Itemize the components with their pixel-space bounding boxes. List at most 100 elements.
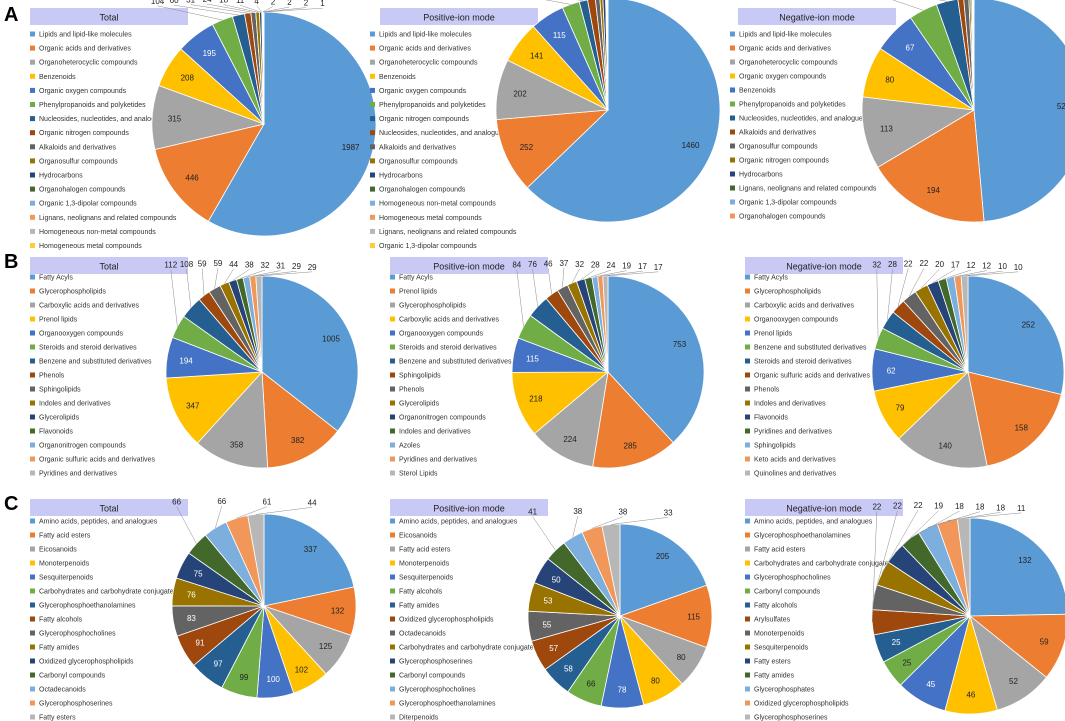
- leader-line: [897, 268, 909, 307]
- slice-label: 60: [170, 0, 179, 5]
- legend-swatch: [30, 672, 35, 678]
- pie-chart-4: Total Fatty Acyls Glycerophospholipids Carb…: [30, 257, 359, 478]
- legend-entry: Lignans, neolignans and related compound…: [739, 186, 877, 193]
- slice-label: 38: [618, 508, 627, 517]
- slice-label: 218: [529, 394, 543, 403]
- chart-title-box: [738, 8, 896, 25]
- slice-label: 24: [203, 0, 212, 4]
- pie-slice: [495, 109, 610, 189]
- pie-slice: [967, 371, 1062, 467]
- pie-slice: [968, 0, 975, 111]
- slice-label: 194: [179, 356, 193, 365]
- legend-entry: Nucleosides, nucleotides, and analogues: [379, 130, 507, 137]
- slice-label: 67: [906, 43, 915, 52]
- legend-entry: Organic 1,3-dipolar compounds: [379, 243, 477, 250]
- legend-entry: Organic 1,3-dipolar compounds: [739, 200, 837, 207]
- chart-title: Total: [99, 13, 118, 23]
- slice-label: 78: [618, 686, 627, 695]
- pie-slice: [957, 0, 975, 111]
- slice-label: 12: [982, 262, 991, 271]
- legend-entry: Hydrocarbons: [379, 173, 423, 180]
- leader-line: [591, 516, 623, 529]
- legend-swatch: [390, 686, 395, 692]
- slice-label: 59: [213, 259, 222, 268]
- legend-swatch: [730, 213, 735, 219]
- leader-line: [580, 269, 596, 281]
- legend-entry: Benzenoids: [379, 74, 416, 81]
- slice-label: 31: [186, 0, 195, 5]
- leader-line: [236, 506, 267, 519]
- slice-label: 102: [295, 665, 309, 674]
- legend-entry: Alkaloids and derivatives: [39, 144, 117, 151]
- slice-label: 10: [1014, 263, 1023, 272]
- leader-line: [263, 7, 323, 13]
- legend-entry: Homogeneous non-metal compounds: [39, 229, 156, 236]
- pie-slice: [263, 513, 355, 607]
- slice-label: 194: [927, 186, 941, 195]
- legend-entry: Benzenoids: [739, 88, 776, 95]
- legend-entry: Organosulfur compounds: [39, 158, 118, 165]
- legend-swatch: [745, 574, 750, 580]
- leader-line: [256, 5, 263, 13]
- slice-label: 31: [276, 262, 285, 271]
- legend-swatch: [30, 456, 35, 462]
- slice-label: 97: [214, 660, 223, 669]
- legend-swatch: [30, 243, 35, 248]
- legend-swatch: [730, 185, 735, 191]
- legend-entry: Sphingolipids: [39, 387, 81, 394]
- legend-swatch: [745, 546, 750, 552]
- slice-label: 53: [544, 597, 553, 606]
- legend-swatch: [30, 316, 35, 322]
- legend-swatch: [390, 574, 395, 580]
- legend-entry: Monoterpenoids: [399, 561, 450, 568]
- legend-entry: Oxidized glycerophospholipids: [754, 701, 849, 708]
- pie-chart-2: Positive-ion mode Lipids and lipid-like m…: [370, 0, 721, 250]
- legend-swatch: [390, 602, 395, 608]
- legend-entry: Benzene and substituted derivatives: [754, 345, 867, 352]
- legend-entry: Nucleosides, nucleotides, and analogues: [739, 116, 867, 123]
- legend-entry: Steroids and steroid derivatives: [754, 359, 852, 366]
- slice-label: 208: [181, 74, 195, 83]
- panel-letter-a: A: [4, 4, 18, 26]
- slice-label: 205: [656, 552, 670, 561]
- legend-entry: Carboxylic acids and derivatives: [39, 303, 139, 310]
- legend-swatch: [390, 344, 395, 350]
- leader-line: [186, 268, 192, 308]
- legend-entry: Phenols: [754, 387, 780, 394]
- chart-title: Positive-ion mode: [433, 262, 505, 272]
- legend-entry: Organic oxygen compounds: [379, 88, 467, 95]
- slice-label: 55: [542, 620, 551, 629]
- legend-entry: Organooxygen compounds: [39, 331, 124, 338]
- legend-swatch: [30, 686, 35, 692]
- legend-swatch: [745, 330, 750, 336]
- legend-entry: Amino acids, peptides, and analogues: [399, 519, 518, 526]
- legend-swatch: [30, 186, 35, 192]
- slice-label: 76: [528, 260, 537, 269]
- pie-slice: [607, 275, 705, 444]
- slice-label: 80: [677, 653, 686, 662]
- chart-title-box: [30, 257, 188, 274]
- slice-label: 17: [951, 260, 960, 269]
- legend-swatch: [30, 546, 35, 552]
- pie-slice: [261, 275, 359, 432]
- pie-slice: [511, 371, 610, 435]
- legend-swatch: [390, 274, 395, 280]
- legend-swatch: [390, 700, 395, 706]
- slice-label: 11: [236, 0, 245, 5]
- legend-swatch: [745, 658, 750, 664]
- slice-label: 19: [934, 502, 943, 511]
- legend-swatch: [30, 45, 35, 51]
- legend-swatch: [30, 274, 35, 280]
- legend-entry: Lignans, neolignans and related compound…: [39, 215, 177, 222]
- legend-swatch: [370, 116, 375, 122]
- legend-entry: Amino acids, peptides, and analogues: [39, 519, 158, 526]
- leader-line: [190, 4, 248, 14]
- slice-label: 45: [926, 680, 935, 689]
- slice-label: 337: [304, 545, 318, 554]
- slice-label: 37: [559, 259, 568, 268]
- slice-label: 79: [896, 404, 905, 413]
- leader-line: [263, 7, 307, 13]
- pie-slice: [207, 11, 377, 237]
- legend-swatch: [370, 158, 375, 164]
- legend-swatch: [745, 532, 750, 538]
